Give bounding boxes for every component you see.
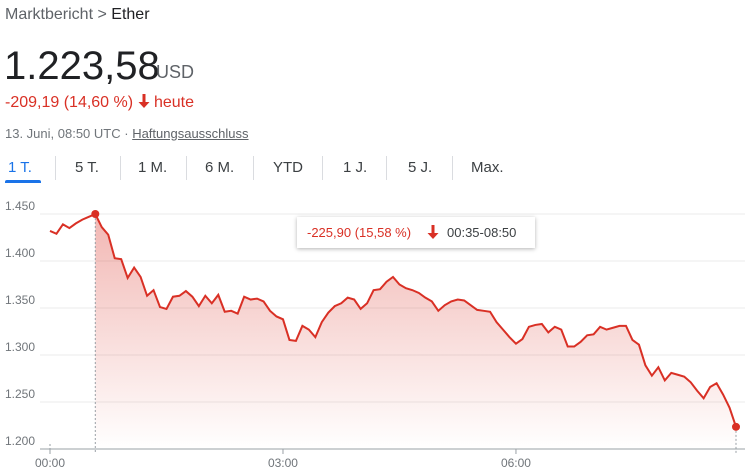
range-tab[interactable]: 1 M. <box>138 159 168 176</box>
change-value: -209,19 (14,60 %) <box>5 94 134 111</box>
y-tick-label: 1.200 <box>5 434 35 448</box>
breadcrumb: Marktbericht > Ether <box>5 6 150 24</box>
tab-separator <box>55 156 56 180</box>
point <box>732 422 740 431</box>
y-tick-label: 1.250 <box>5 387 35 401</box>
tooltip-arrow <box>427 225 439 239</box>
change-period: heute <box>153 94 195 111</box>
range-tab[interactable]: YTD <box>273 159 303 176</box>
price-line <box>49 212 737 428</box>
x-tick-label: 06:00 <box>501 456 531 470</box>
y-tick-label: 1.450 <box>5 199 35 213</box>
tooltip-change: -225,90 (15,58 %) <box>307 225 412 240</box>
tooltip-range: 00:35-08:50 <box>447 225 517 240</box>
breadcrumb-current: Ether <box>111 6 150 23</box>
y-tick-label: 1.400 <box>5 246 35 260</box>
range-tab[interactable]: 5 J. <box>408 159 433 176</box>
timestamp: 13. Juni, 08:50 UTC · Haftungsausschluss <box>5 126 249 141</box>
y-tick-label: 1.350 <box>5 293 35 307</box>
tab-separator <box>253 156 254 180</box>
breadcrumb-separator: > <box>97 6 107 23</box>
range-tab[interactable]: Max. <box>471 159 504 176</box>
tab-separator <box>452 156 453 180</box>
point <box>91 210 100 218</box>
range-tab[interactable]: 5 T. <box>75 159 99 176</box>
breadcrumb-parent[interactable]: Marktbericht <box>5 6 94 23</box>
tab-indicator <box>5 180 41 183</box>
timestamp-text: 13. Juni, 08:50 UTC · <box>5 126 129 141</box>
range-area <box>95 214 737 449</box>
change: -209,19 (14,60 %) heute <box>5 94 194 112</box>
y-tick-label: 1.300 <box>5 340 35 354</box>
tab-separator <box>186 156 187 180</box>
price: 1.223,58 <box>4 44 160 88</box>
x-tick-label: 00:00 <box>35 456 65 470</box>
tab-separator <box>322 156 323 180</box>
x-tick-label: 03:00 <box>268 456 298 470</box>
tab-separator <box>386 156 387 180</box>
currency: USD <box>156 62 195 82</box>
disclaimer-link[interactable]: Haftungsausschluss <box>132 126 249 141</box>
tooltip: -225,90 (15,58 %) 00:35-08:50 <box>297 217 535 248</box>
range-tab[interactable]: 1 J. <box>343 159 368 176</box>
range-tab[interactable]: 6 M. <box>205 159 235 176</box>
range-tab[interactable]: 1 T. <box>8 159 32 176</box>
tab-separator <box>120 156 121 180</box>
down-arrow <box>138 94 150 108</box>
